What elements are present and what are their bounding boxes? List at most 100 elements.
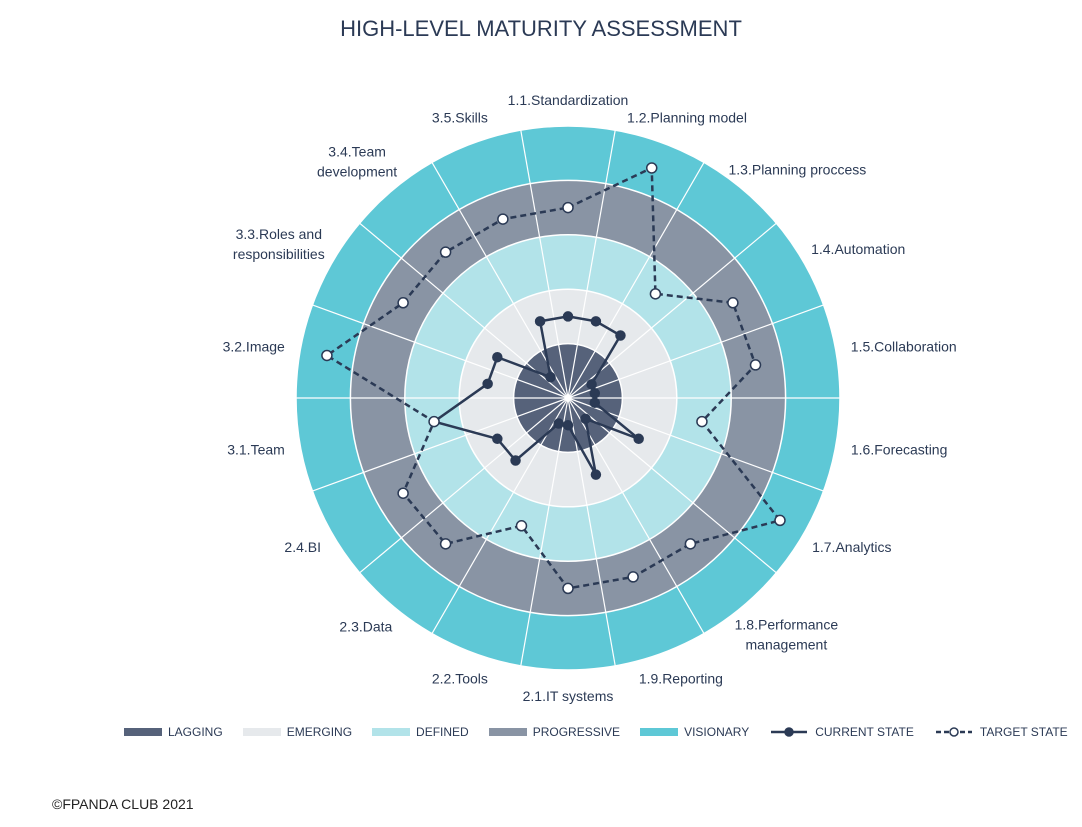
legend-label: LAGGING	[168, 725, 223, 739]
spoke	[567, 397, 616, 666]
series-marker	[562, 311, 574, 322]
series-marker	[321, 349, 333, 362]
series-marker	[439, 538, 452, 550]
spoke	[567, 222, 777, 399]
series-marker	[749, 359, 762, 371]
legend-item: LAGGING	[124, 725, 223, 739]
category-label: 2.4.BI	[284, 539, 322, 555]
legend-swatch	[242, 728, 281, 736]
category-label: 3.1.Team	[227, 441, 285, 458]
spoke	[567, 304, 824, 399]
spoke	[359, 397, 569, 574]
series-marker	[633, 433, 644, 445]
spoke	[520, 397, 569, 666]
spoke	[312, 304, 569, 399]
legend-label: VISIONARY	[684, 725, 750, 739]
series-marker	[553, 418, 564, 429]
category-label: 1.9.Reporting	[638, 670, 723, 687]
legend-label: PROGRESSIVE	[532, 725, 621, 739]
category-label: 3.4.Team development	[317, 144, 398, 181]
legend-swatch	[640, 728, 679, 736]
category-label: 2.3.Data	[339, 618, 393, 635]
footer: ©FPANDA CLUB 2021	[52, 796, 194, 812]
series-marker	[590, 316, 602, 327]
legend-item: EMERGING	[242, 725, 353, 739]
legend-item: DEFINED	[372, 725, 469, 739]
series-marker	[515, 520, 528, 532]
series-marker	[562, 201, 574, 214]
spoke	[567, 397, 824, 492]
series-marker	[492, 433, 503, 445]
series-marker	[562, 419, 574, 431]
spoke	[567, 397, 705, 634]
category-label: 3.5.Skills	[431, 109, 488, 126]
series-marker	[580, 413, 591, 425]
category-label: 1.7.Analytics	[812, 539, 892, 555]
swatch	[488, 728, 527, 736]
legend-label: TARGET STATE	[979, 725, 1068, 739]
legend-item: CURRENT STATE	[769, 725, 914, 739]
series-marker	[428, 415, 440, 428]
category-label: 3.3.Roles and responsibilities	[232, 226, 325, 262]
series-marker	[510, 455, 521, 466]
category-label: 1.5.Collaboration	[850, 338, 957, 355]
legend-swatch	[488, 728, 527, 736]
swatch	[640, 728, 679, 736]
series-marker	[696, 415, 708, 428]
spoke	[567, 130, 616, 399]
swatch-marker	[784, 727, 794, 737]
spoke	[431, 162, 569, 399]
legend: LAGGING EMERGING DEFINED PROGRESSIVE VISIONA…	[124, 725, 1068, 739]
category-label: 1.4.Automation	[811, 241, 906, 257]
legend-item: TARGET STATE	[934, 725, 1068, 739]
series-marker	[649, 288, 662, 300]
legend-item: VISIONARY	[640, 725, 749, 739]
series-marker	[586, 379, 597, 390]
category-label: 1.1.Standardization	[507, 92, 629, 108]
legend-label: EMERGING	[286, 725, 353, 739]
series-marker	[482, 378, 493, 390]
swatch-marker	[949, 727, 959, 737]
series-marker	[397, 297, 409, 309]
legend-label: CURRENT STATE	[815, 725, 914, 739]
category-label: 2.2.Tools	[431, 670, 488, 687]
category-label: 3.2.Image	[222, 338, 285, 355]
category-label: 1.2.Planning model	[627, 109, 747, 126]
series-marker	[439, 246, 452, 258]
legend-swatch	[124, 728, 162, 736]
series-marker	[589, 388, 601, 399]
series-marker	[492, 351, 503, 363]
series-marker	[684, 538, 697, 550]
swatch	[242, 728, 281, 736]
series-marker	[545, 371, 556, 383]
series-marker	[645, 162, 658, 174]
category-label: 1.8.Performance management	[734, 615, 839, 652]
spoke	[431, 397, 569, 634]
series-marker	[627, 571, 639, 583]
legend-item: PROGRESSIVE	[488, 725, 621, 739]
category-label: 2.1.IT systems	[522, 688, 614, 704]
spoke	[359, 222, 569, 399]
spoke	[520, 130, 569, 399]
series-marker	[589, 397, 601, 408]
category-label: 1.6.Forecasting	[850, 441, 948, 458]
series-marker	[727, 297, 739, 309]
spoke	[567, 162, 705, 399]
series-marker	[397, 487, 409, 499]
swatch	[124, 728, 162, 736]
spoke	[567, 397, 777, 574]
series-marker	[534, 316, 546, 327]
category-label: 1.3.Planning proccess	[728, 161, 867, 178]
series-marker	[590, 469, 602, 480]
series-marker	[615, 330, 626, 341]
series-marker	[774, 514, 786, 527]
legend-swatch	[771, 727, 808, 737]
legend-label: DEFINED	[416, 725, 469, 739]
spoke	[312, 397, 569, 492]
legend-swatch	[372, 728, 411, 736]
series-marker	[562, 582, 574, 595]
series-marker	[497, 213, 509, 225]
swatch	[372, 728, 411, 736]
